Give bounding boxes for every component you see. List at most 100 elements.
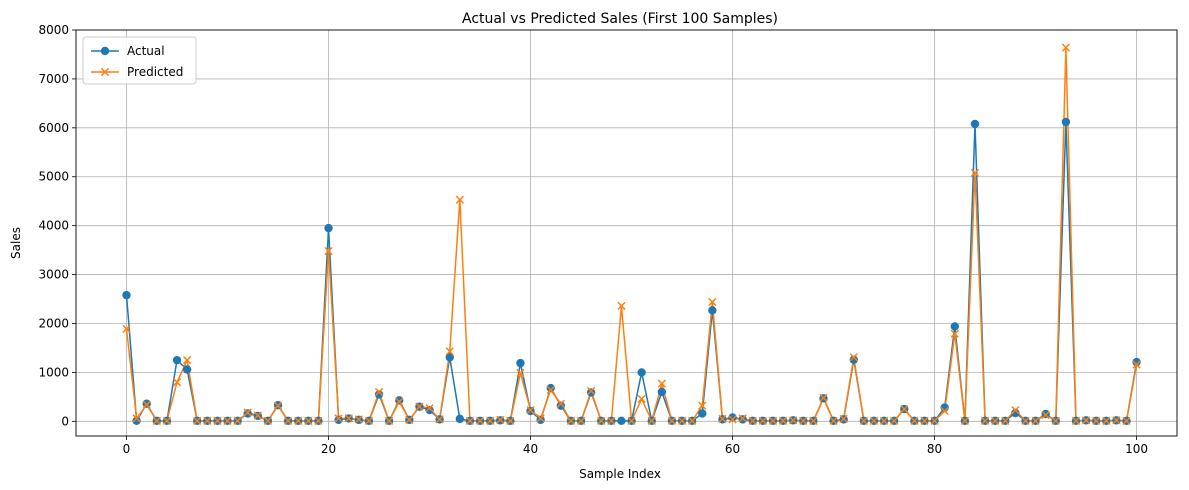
predicted-data-point: [1051, 416, 1060, 425]
predicted-data-point: [637, 394, 646, 403]
predicted-data-point: [273, 401, 283, 410]
y-axis-label: Sales: [9, 227, 23, 259]
predicted-data-point: [486, 416, 495, 425]
predicted-data-point: [849, 353, 858, 362]
predicted-data-point: [930, 416, 939, 425]
predicted-data-point: [334, 414, 343, 423]
predicted-data-point: [142, 400, 151, 409]
predicted-data-point: [698, 401, 707, 410]
actual-data-point: [1061, 117, 1071, 127]
predicted-data-point: [283, 416, 293, 425]
predicted-data-point: [445, 347, 454, 356]
predicted-data-point: [910, 416, 919, 425]
legend-marker-predicted: [100, 67, 110, 77]
predicted-data-point: [768, 416, 778, 425]
predicted-data-point: [243, 408, 252, 417]
y-tick-label: 7000: [38, 72, 69, 86]
predicted-data-point: [1071, 416, 1081, 425]
actual-data-point: [172, 355, 182, 365]
actual-data-point: [556, 401, 566, 410]
x-axis-label: Sample Index: [579, 467, 661, 481]
actual-data-point: [849, 355, 858, 364]
actual-data-point: [657, 387, 667, 397]
grid-lines: [76, 29, 1177, 436]
y-tick-label: 1000: [38, 365, 69, 379]
predicted-data-point: [960, 416, 970, 425]
predicted-data-point: [819, 393, 828, 402]
predicted-data-point: [162, 416, 172, 425]
predicted-data-point: [789, 416, 798, 425]
predicted-data-point: [728, 415, 737, 424]
predicted-data-point: [718, 414, 727, 424]
predicted-data-point: [304, 416, 313, 425]
predicted-data-point: [869, 416, 879, 425]
predicted-data-point: [1021, 416, 1030, 425]
actual-data-point: [546, 383, 555, 393]
predicted-data-point: [970, 168, 980, 177]
predicted-data-point: [829, 416, 838, 425]
predicted-data-point: [556, 399, 565, 408]
predicted-data-point: [879, 416, 889, 425]
y-tick-label: 0: [61, 414, 69, 428]
predicted-data-point: [617, 301, 626, 311]
predicted-data-point: [1122, 416, 1131, 425]
actual-data-point: [536, 415, 545, 425]
predicted-data-point: [920, 416, 929, 425]
predicted-data-point: [193, 416, 202, 425]
predicted-data-point: [395, 397, 404, 406]
predicted-data-point: [778, 416, 788, 425]
actual-data-point: [455, 414, 465, 424]
predicted-data-point: [425, 403, 434, 413]
predicted-data-point: [1001, 416, 1010, 425]
predicted-data-point: [667, 416, 677, 425]
predicted-data-point: [294, 416, 303, 425]
predicted-data-point: [203, 416, 212, 425]
predicted-data-point: [132, 414, 141, 423]
predicted-data-point: [607, 416, 616, 425]
predicted-data-point: [940, 406, 949, 416]
legend-item-actual: Actual: [91, 44, 165, 58]
series-lines: [125, 46, 1138, 422]
predicted-data-point: [688, 416, 697, 425]
predicted-data-point: [506, 416, 515, 425]
chart-title: Actual vs Predicted Sales (First 100 Sam…: [462, 11, 778, 27]
predicted-data-point: [980, 416, 990, 425]
x-tick-label: 100: [1125, 442, 1148, 456]
predicted-data-point: [405, 415, 414, 424]
predicted-series-line: [125, 46, 1138, 422]
predicted-data-point: [516, 368, 525, 378]
predicted-data-point: [213, 416, 222, 425]
actual-series-line: [125, 121, 1138, 422]
predicted-data-point: [182, 356, 192, 365]
predicted-data-point: [475, 416, 485, 425]
predicted-data-point: [597, 416, 606, 425]
predicted-data-point: [576, 416, 586, 425]
x-tick-label: 40: [523, 442, 538, 456]
actual-data-point: [516, 358, 525, 368]
predicted-data-point: [799, 416, 808, 425]
actual-data-point: [970, 119, 980, 129]
predicted-data-point: [172, 378, 182, 387]
predicted-data-point: [374, 387, 384, 397]
legend-label-predicted: Predicted: [127, 65, 183, 79]
y-tick-label: 5000: [38, 170, 69, 184]
predicted-data-point: [344, 414, 353, 423]
predicted-data-point: [354, 415, 363, 424]
predicted-data-point: [314, 416, 323, 425]
actual-data-point: [122, 290, 131, 300]
predicted-data-point: [708, 297, 717, 307]
x-tick-label: 80: [927, 442, 942, 456]
predicted-data-point: [839, 414, 848, 424]
y-tick-label: 3000: [38, 268, 69, 282]
predicted-data-point: [536, 414, 545, 423]
predicted-data-point: [1031, 416, 1040, 425]
predicted-data-point: [384, 416, 394, 425]
predicted-data-point: [647, 416, 656, 425]
actual-data-point: [132, 416, 141, 426]
x-axis-ticks: 0 20 40 60 80 100: [123, 436, 1148, 456]
legend-marker-actual: [100, 46, 110, 56]
x-tick-label: 60: [725, 442, 740, 456]
predicted-data-point: [859, 416, 869, 425]
predicted-data-point: [900, 404, 909, 414]
x-tick-label: 20: [321, 442, 336, 456]
